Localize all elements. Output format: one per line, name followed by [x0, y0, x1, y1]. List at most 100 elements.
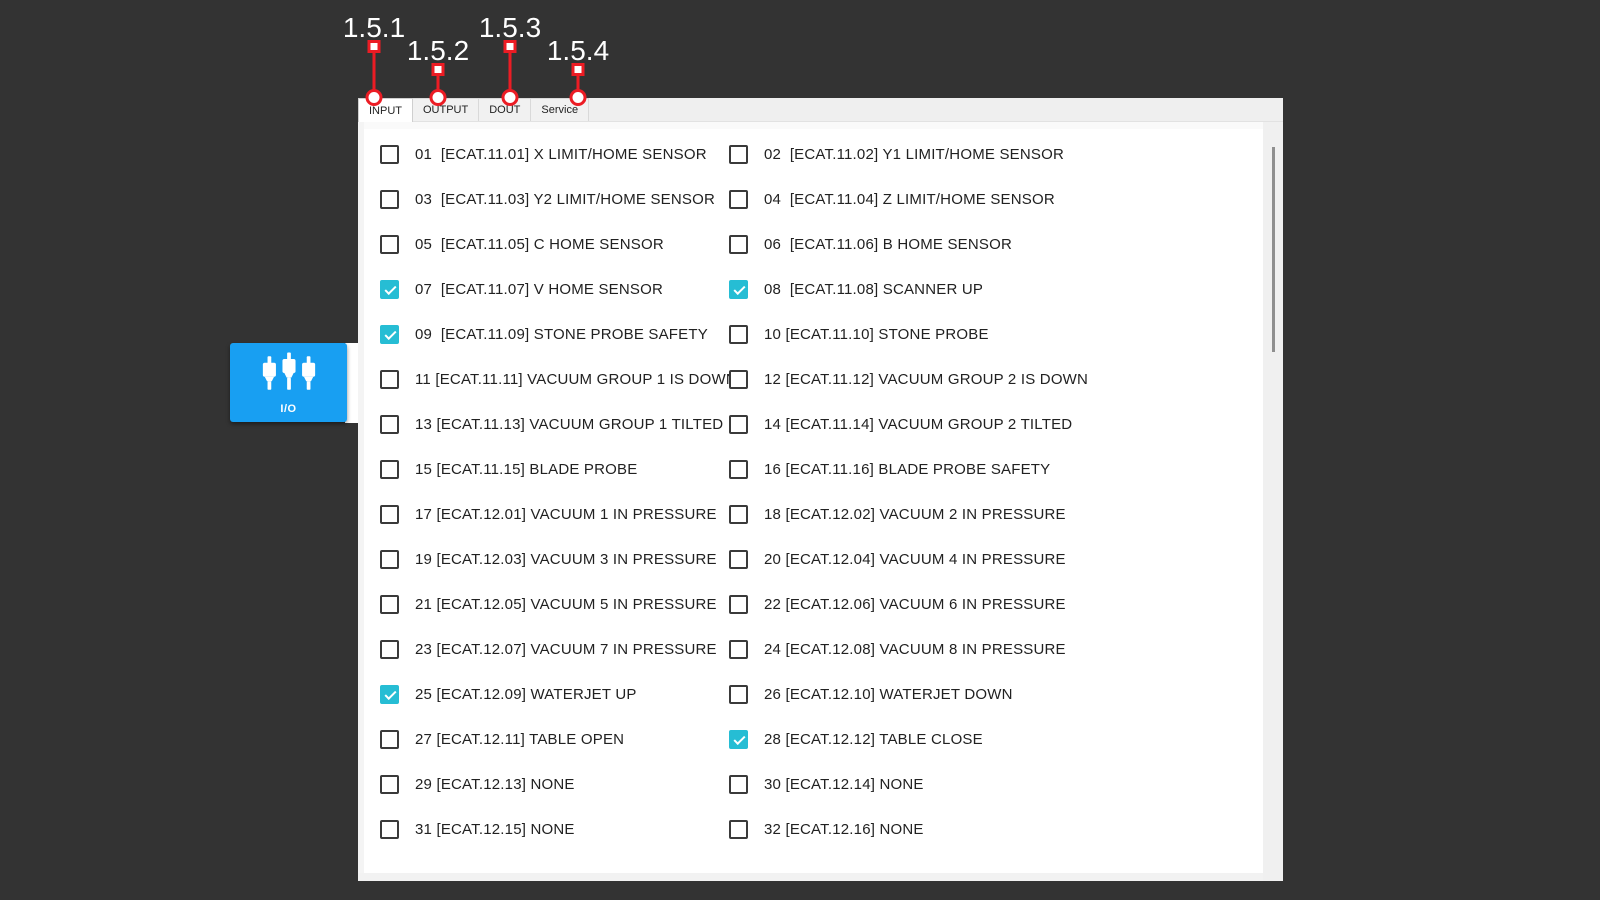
io-row: 02 [ECAT.11.02] Y1 LIMIT/HOME SENSOR: [729, 132, 1263, 177]
annotation-circle-marker: [569, 89, 587, 106]
io-checkbox[interactable]: [729, 730, 748, 749]
annotation-label: 1.5.4: [546, 35, 610, 66]
io-row: 16 [ECAT.11.16] BLADE PROBE SAFETY: [729, 447, 1263, 492]
io-row-label: 07 [ECAT.11.07] V HOME SENSOR: [415, 281, 664, 298]
annotation-circle-marker: [501, 89, 519, 106]
io-row-label: 26 [ECAT.12.10] WATERJET DOWN: [764, 686, 1013, 703]
io-checkbox[interactable]: [380, 505, 399, 524]
io-row-label: 24 [ECAT.12.08] VACUUM 8 IN PRESSURE: [764, 641, 1066, 658]
io-row: 08 [ECAT.11.08] SCANNER UP: [729, 267, 1263, 312]
io-row-label: 16 [ECAT.11.16] BLADE PROBE SAFETY: [764, 461, 1051, 478]
annotation-line: [576, 73, 580, 97]
annotation-label: 1.5.3: [478, 12, 542, 43]
io-row-label: 30 [ECAT.12.14] NONE: [764, 776, 924, 793]
io-checkbox[interactable]: [729, 460, 748, 479]
io-checkbox[interactable]: [380, 325, 399, 344]
io-row: 20 [ECAT.12.04] VACUUM 4 IN PRESSURE: [729, 537, 1263, 582]
io-checkbox[interactable]: [380, 370, 399, 389]
io-row: 18 [ECAT.12.02] VACUUM 2 IN PRESSURE: [729, 492, 1263, 537]
io-row: 22 [ECAT.12.06] VACUUM 6 IN PRESSURE: [729, 582, 1263, 627]
io-row-label: 25 [ECAT.12.09] WATERJET UP: [415, 686, 637, 703]
io-row: 04 [ECAT.11.04] Z LIMIT/HOME SENSOR: [729, 177, 1263, 222]
io-checkbox[interactable]: [380, 550, 399, 569]
annotation-line: [372, 50, 376, 97]
io-checkbox[interactable]: [380, 640, 399, 659]
io-row: 27 [ECAT.12.11] TABLE OPEN: [380, 717, 729, 762]
io-row-label: 02 [ECAT.11.02] Y1 LIMIT/HOME SENSOR: [764, 146, 1065, 163]
tab-bar: INPUT OUTPUT DOUT Service: [358, 98, 1283, 122]
io-checkbox[interactable]: [729, 415, 748, 434]
io-row-label: 27 [ECAT.12.11] TABLE OPEN: [415, 731, 625, 748]
io-row-label: 01 [ECAT.11.01] X LIMIT/HOME SENSOR: [415, 146, 707, 163]
io-checkbox[interactable]: [729, 280, 748, 299]
io-row: 10 [ECAT.11.10] STONE PROBE: [729, 312, 1263, 357]
io-checkbox[interactable]: [380, 280, 399, 299]
tab-input-label: INPUT: [369, 104, 402, 117]
io-row: 09 [ECAT.11.09] STONE PROBE SAFETY: [380, 312, 729, 357]
io-checkbox[interactable]: [729, 685, 748, 704]
io-row: 01 [ECAT.11.01] X LIMIT/HOME SENSOR: [380, 132, 729, 177]
vertical-scrollbar[interactable]: [1263, 122, 1283, 881]
annotation-circle-marker: [365, 89, 383, 106]
tab-output-label: OUTPUT: [423, 104, 469, 116]
annotation-label: 1.5.1: [342, 12, 406, 43]
io-row-label: 12 [ECAT.11.12] VACUUM GROUP 2 IS DOWN: [764, 371, 1089, 388]
io-checkbox[interactable]: [729, 235, 748, 254]
annotation-circle-marker: [429, 89, 447, 106]
io-checkbox[interactable]: [729, 145, 748, 164]
annotation-square-marker: [571, 63, 585, 76]
io-checkbox[interactable]: [380, 460, 399, 479]
io-row-label: 22 [ECAT.12.06] VACUUM 6 IN PRESSURE: [764, 596, 1066, 613]
annotation-square-marker: [503, 40, 517, 53]
io-checkbox[interactable]: [729, 325, 748, 344]
annotation-line: [508, 50, 512, 97]
io-row-label: 03 [ECAT.11.03] Y2 LIMIT/HOME SENSOR: [415, 191, 716, 208]
io-checkbox[interactable]: [729, 640, 748, 659]
io-row: 11 [ECAT.11.11] VACUUM GROUP 1 IS DOWN: [380, 357, 737, 402]
io-row-label: 17 [ECAT.12.01] VACUUM 1 IN PRESSURE: [415, 506, 717, 523]
annotation-square-marker: [367, 40, 381, 53]
io-row-label: 31 [ECAT.12.15] NONE: [415, 821, 575, 838]
io-checkbox[interactable]: [380, 595, 399, 614]
io-row-label: 04 [ECAT.11.04] Z LIMIT/HOME SENSOR: [764, 191, 1055, 208]
io-row-label: 29 [ECAT.12.13] NONE: [415, 776, 575, 793]
io-sidebar-button[interactable]: I/O: [230, 343, 347, 422]
io-checkbox[interactable]: [380, 685, 399, 704]
tab-dout-label: DOUT: [489, 104, 521, 116]
io-row: 15 [ECAT.11.15] BLADE PROBE: [380, 447, 729, 492]
io-row: 29 [ECAT.12.13] NONE: [380, 762, 729, 807]
io-row: 14 [ECAT.11.14] VACUUM GROUP 2 TILTED: [729, 402, 1263, 447]
io-checkbox[interactable]: [380, 190, 399, 209]
io-button-label: I/O: [280, 403, 297, 415]
annotation-square-marker: [431, 63, 445, 76]
io-checkbox[interactable]: [380, 775, 399, 794]
io-row-label: 11 [ECAT.11.11] VACUUM GROUP 1 IS DOWN: [415, 371, 737, 388]
io-row: 05 [ECAT.11.05] C HOME SENSOR: [380, 222, 729, 267]
io-checkbox[interactable]: [729, 190, 748, 209]
io-checkbox[interactable]: [380, 235, 399, 254]
io-signal-list: 01 [ECAT.11.01] X LIMIT/HOME SENSOR 02 […: [364, 129, 1263, 873]
io-checkbox[interactable]: [729, 820, 748, 839]
io-checkbox[interactable]: [380, 415, 399, 434]
io-checkbox[interactable]: [729, 775, 748, 794]
io-row: 25 [ECAT.12.09] WATERJET UP: [380, 672, 729, 717]
io-row: 28 [ECAT.12.12] TABLE CLOSE: [729, 717, 1263, 762]
horizontal-scrollbar[interactable]: [358, 873, 1263, 881]
io-checkbox[interactable]: [729, 595, 748, 614]
io-checkbox[interactable]: [380, 820, 399, 839]
io-checkbox[interactable]: [729, 550, 748, 569]
io-checkbox[interactable]: [729, 505, 748, 524]
tab-output[interactable]: OUTPUT: [412, 98, 480, 121]
io-row: 17 [ECAT.12.01] VACUUM 1 IN PRESSURE: [380, 492, 729, 537]
io-panel: INPUT OUTPUT DOUT Service 01 [ECAT.11.01…: [358, 98, 1283, 881]
io-row: 03 [ECAT.11.03] Y2 LIMIT/HOME SENSOR: [380, 177, 729, 222]
io-checkbox[interactable]: [729, 370, 748, 389]
io-checkbox[interactable]: [380, 730, 399, 749]
io-connectors-icon: [261, 352, 317, 399]
vertical-scrollbar-thumb[interactable]: [1272, 147, 1275, 352]
annotation-label: 1.5.2: [406, 35, 470, 66]
io-row-label: 21 [ECAT.12.05] VACUUM 5 IN PRESSURE: [415, 596, 717, 613]
io-row-label: 23 [ECAT.12.07] VACUUM 7 IN PRESSURE: [415, 641, 717, 658]
io-row: 21 [ECAT.12.05] VACUUM 5 IN PRESSURE: [380, 582, 729, 627]
io-checkbox[interactable]: [380, 145, 399, 164]
